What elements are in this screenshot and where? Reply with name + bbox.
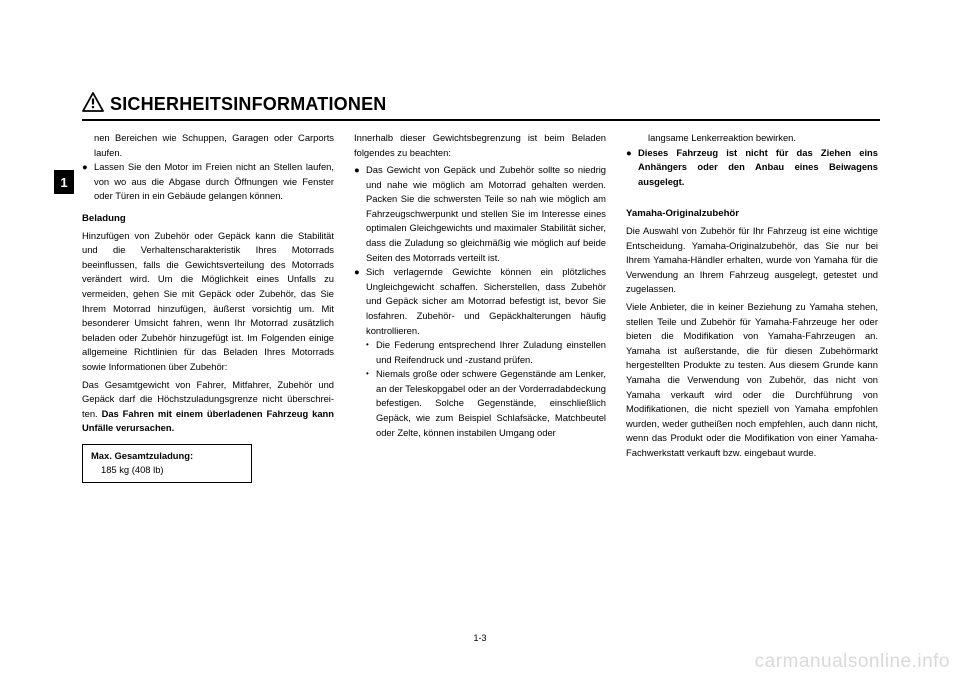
text: Sich verlagernde Gewichte können ein plö… <box>366 265 606 338</box>
bullet-icon: ● <box>354 265 366 338</box>
column-2: Innerhalb dieser Gewichtsbegrenzung ist … <box>354 131 606 483</box>
sub-bullet-icon: • <box>366 338 376 367</box>
text-bold: Dieses Fahrzeug ist nicht für das Ziehen… <box>638 146 878 190</box>
info-box: Max. Gesamtzuladung: 185 kg (408 lb) <box>82 444 252 483</box>
page-content: SICHERHEITSINFORMATIONEN nen Bereichen w… <box>82 92 880 622</box>
bullet-item: ● Das Gewicht von Gepäck und Zube­hör so… <box>354 163 606 265</box>
paragraph: Die Auswahl von Zubehör für Ihr Fahrzeug… <box>626 224 878 297</box>
bullet-icon: ● <box>82 160 94 204</box>
page-title: SICHERHEITSINFORMATIONEN <box>110 94 386 115</box>
header: SICHERHEITSINFORMATIONEN <box>82 92 880 121</box>
paragraph: Innerhalb dieser Gewichtsbegrenzung ist … <box>354 131 606 160</box>
sub-bullet-item: • Die Federung entsprechend Ihrer Zuladu… <box>354 338 606 367</box>
text: langsame Lenkerreaktion bewirken. <box>648 131 878 146</box>
sub-bullet-item: • Niemals große oder schwere Ge­genständ… <box>354 367 606 440</box>
box-value: 185 kg (408 lb) <box>91 463 243 478</box>
paragraph: Das Gesamtgewicht von Fahrer, Mitfahrer,… <box>82 378 334 436</box>
bullet-item: ● Dieses Fahrzeug ist nicht für das Zieh… <box>626 146 878 190</box>
text: nen Bereichen wie Schuppen, Gara­gen ode… <box>94 131 334 160</box>
text-bold: Das Fahren mit einem überladenen Fahrzeu… <box>82 408 334 434</box>
chapter-tab: 1 <box>54 170 74 194</box>
column-1: nen Bereichen wie Schuppen, Gara­gen ode… <box>82 131 334 483</box>
box-title: Max. Gesamtzuladung: <box>91 449 243 464</box>
bullet-icon: ● <box>626 146 638 190</box>
text: Die Federung entsprechend Ihrer Zuladung… <box>376 338 606 367</box>
text: Niemals große oder schwere Ge­genstände … <box>376 367 606 440</box>
subheading: Yamaha-Originalzubehör <box>626 207 878 222</box>
subheading: Beladung <box>82 212 334 227</box>
continuation-text: nen Bereichen wie Schuppen, Gara­gen ode… <box>82 131 334 160</box>
continuation-text: langsame Lenkerreaktion bewirken. <box>626 131 878 146</box>
warning-triangle-icon <box>82 92 104 117</box>
column-3: langsame Lenkerreaktion bewirken. ● Dies… <box>626 131 878 483</box>
text: Das Gewicht von Gepäck und Zube­hör soll… <box>366 163 606 265</box>
text: Lassen Sie den Motor im Freien nicht an … <box>94 160 334 204</box>
bullet-item: ● Lassen Sie den Motor im Freien nicht a… <box>82 160 334 204</box>
text-columns: nen Bereichen wie Schuppen, Gara­gen ode… <box>82 131 880 483</box>
paragraph: Hinzufügen von Zubehör oder Gepäck kann … <box>82 229 334 375</box>
sub-bullet-icon: • <box>366 367 376 440</box>
page-number: 1-3 <box>0 633 960 643</box>
bullet-icon: ● <box>354 163 366 265</box>
paragraph: Viele Anbieter, die in keiner Beziehung … <box>626 300 878 460</box>
bullet-item: ● Sich verlagernde Gewichte können ein p… <box>354 265 606 338</box>
watermark: carmanualsonline.info <box>755 651 950 673</box>
